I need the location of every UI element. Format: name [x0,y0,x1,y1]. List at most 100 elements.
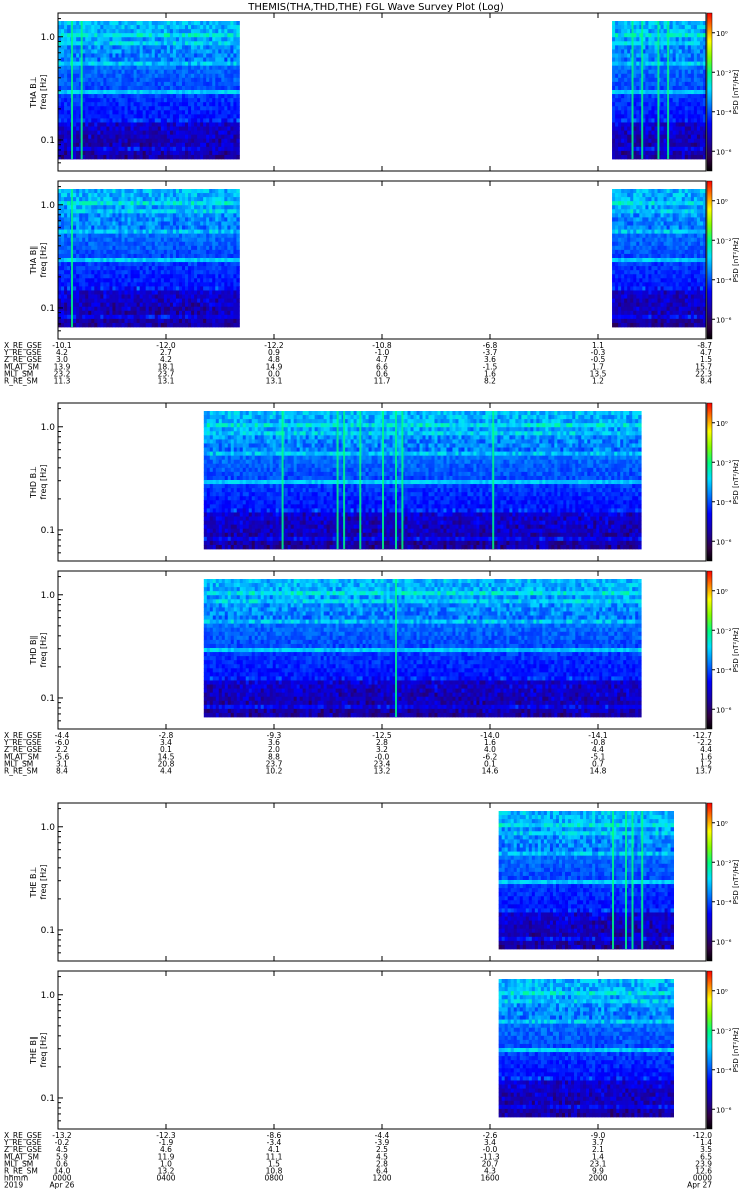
psd-cell [136,49,141,54]
psd-cell [133,150,138,156]
psd-cell [94,258,98,263]
psd-cell [151,294,156,299]
psd-cell [115,201,119,206]
psd-cell [627,154,631,160]
psd-cell [236,61,240,67]
psd-cell [91,233,95,239]
psd-cell [130,270,134,275]
psd-cell [194,106,198,111]
psd-cell [79,201,83,206]
psd-cell [209,189,213,194]
psd-cell [148,114,153,119]
psd-cell [163,73,168,79]
psd-cell [109,262,113,267]
psd-cell [233,53,237,58]
psd-cell [221,294,225,299]
psd-cell [121,102,125,107]
psd-cell [194,21,198,26]
psd-cell [696,69,701,75]
psd-cell [203,270,207,275]
psd-cell [178,77,183,83]
psd-cell [163,201,168,206]
psd-cell [188,266,192,271]
psd-cell [130,138,134,144]
psd-cell [103,310,107,316]
psd-cell [191,110,195,115]
psd-cell [67,138,71,144]
psd-cell [651,33,655,38]
psd-cell [669,90,674,95]
psd-cell [224,286,228,291]
psd-cell [185,134,189,140]
psd-cell [627,126,631,131]
psd-cell [151,77,156,83]
psd-cell [218,201,222,206]
psd-cell [115,126,119,131]
psd-cell [160,262,165,267]
psd-cell [663,142,667,148]
psd-cell [206,21,210,26]
psd-cell [200,98,204,103]
psd-cell [166,57,171,62]
psd-cell [166,154,171,160]
psd-cell [79,278,83,283]
psd-cell [88,245,92,251]
psd-cell [678,69,683,75]
psd-cell [618,57,622,62]
psd-cell [166,29,171,34]
psd-cell [212,245,216,251]
psd-cell [627,146,631,152]
psd-cell [130,114,134,119]
psd-cell [172,61,177,67]
psd-cell [94,90,98,95]
psd-cell [73,221,77,226]
psd-cell [618,65,622,71]
psd-cell [118,213,122,218]
psd-cell [124,122,128,127]
psd-cell [130,189,134,194]
psd-cell [206,290,210,295]
psd-cell [197,45,201,50]
psd-cell [100,217,104,222]
psd-cell [121,53,125,58]
psd-cell [178,258,183,263]
psd-cell [79,221,83,226]
psd-cell [97,249,101,255]
psd-cell [636,61,640,67]
psd-cell [154,302,159,308]
wave-burst-line [71,21,73,159]
psd-cell [218,81,222,87]
psd-cell [91,94,95,99]
psd-cell [85,282,89,287]
psd-cell [175,122,180,127]
psd-cell [166,146,171,152]
psd-cell [636,150,640,156]
psd-cell [690,130,695,136]
psd-cell [145,310,150,316]
psd-cell [618,53,622,58]
psd-cell [133,102,138,107]
psd-cell [136,209,141,214]
psd-cell [79,282,83,287]
psd-cell [103,193,107,198]
psd-cell [115,146,119,152]
psd-cell [121,302,125,308]
psd-cell [188,274,192,279]
psd-cell [197,94,201,99]
psd-cell [103,233,107,239]
psd-cell [618,142,622,148]
psd-cell [224,193,228,198]
psd-cell [94,57,98,62]
psd-cell [163,45,168,50]
psd-cell [209,49,213,54]
psd-cell [175,233,180,239]
psd-cell [681,41,686,46]
psd-cell [215,221,219,226]
psd-cell [218,189,222,194]
psd-cell [145,57,150,62]
psd-cell [209,98,213,103]
psd-cell [58,122,62,127]
psd-cell [690,98,695,103]
psd-cell [103,61,107,67]
psd-cell [181,73,186,79]
